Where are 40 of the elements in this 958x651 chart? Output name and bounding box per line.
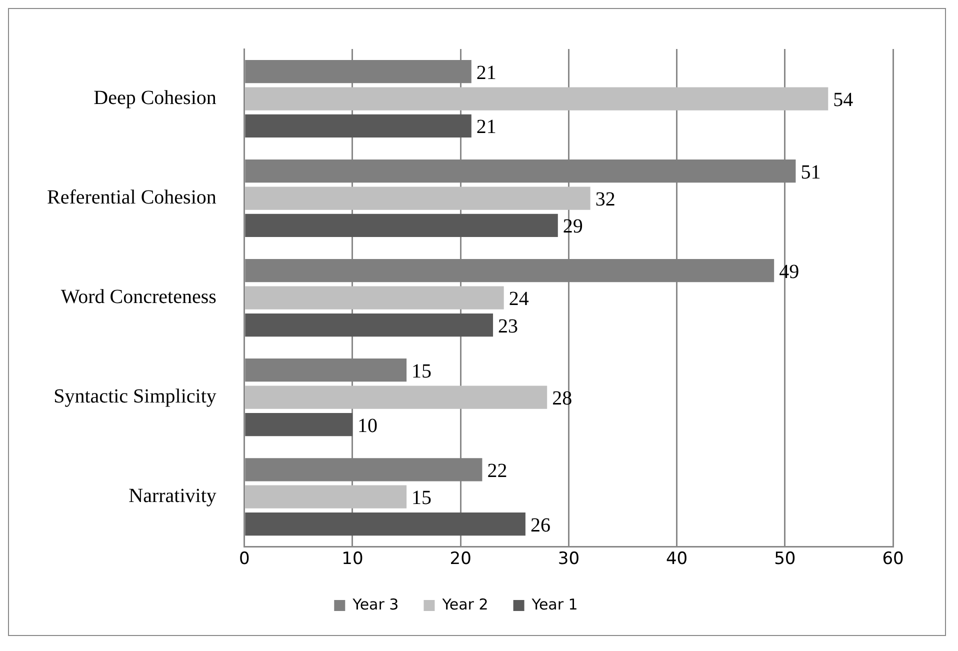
legend-label: Year 1 — [530, 595, 578, 614]
bar — [245, 313, 494, 337]
data-label: 22 — [487, 460, 508, 482]
data-label: 54 — [833, 89, 854, 112]
data-label: 26 — [530, 514, 550, 536]
data-label: 21 — [476, 116, 496, 138]
bar — [245, 386, 548, 409]
bar — [245, 286, 504, 310]
data-label: 28 — [552, 388, 572, 410]
data-label: 49 — [779, 260, 800, 283]
data-label: 10 — [357, 414, 378, 437]
data-label: 32 — [595, 188, 616, 211]
y-tick-label: Word Concreteness — [60, 286, 217, 308]
bar — [245, 186, 590, 210]
y-tick-label: Syntactic Simplicity — [54, 386, 216, 408]
x-tick-label: 50 — [774, 549, 796, 570]
legend-label: Year 2 — [441, 595, 488, 614]
data-label: 29 — [562, 216, 583, 238]
data-label: 15 — [412, 360, 432, 382]
x-tick-label: 60 — [882, 549, 904, 570]
data-label: 51 — [800, 161, 821, 184]
y-tick-label: Narrativity — [128, 485, 216, 508]
bar — [245, 485, 407, 508]
y-tick-label: Deep Cohesion — [94, 87, 216, 110]
data-label: 24 — [508, 288, 529, 310]
y-tick-label: Referential Cohesion — [46, 186, 216, 209]
legend-label: Year 3 — [352, 595, 399, 614]
x-tick-label: 0 — [238, 549, 250, 570]
x-tick-label: 30 — [558, 549, 580, 570]
bar — [245, 214, 558, 238]
bar — [245, 87, 828, 110]
data-label: 21 — [476, 62, 496, 84]
bar — [245, 412, 352, 436]
data-label: 23 — [498, 315, 518, 338]
x-tick-label: 20 — [450, 549, 472, 570]
data-label: 15 — [412, 487, 432, 510]
x-tick-label: 40 — [666, 549, 688, 570]
x-tick-label: 10 — [342, 549, 364, 570]
bar — [245, 512, 526, 536]
bar — [245, 114, 472, 138]
